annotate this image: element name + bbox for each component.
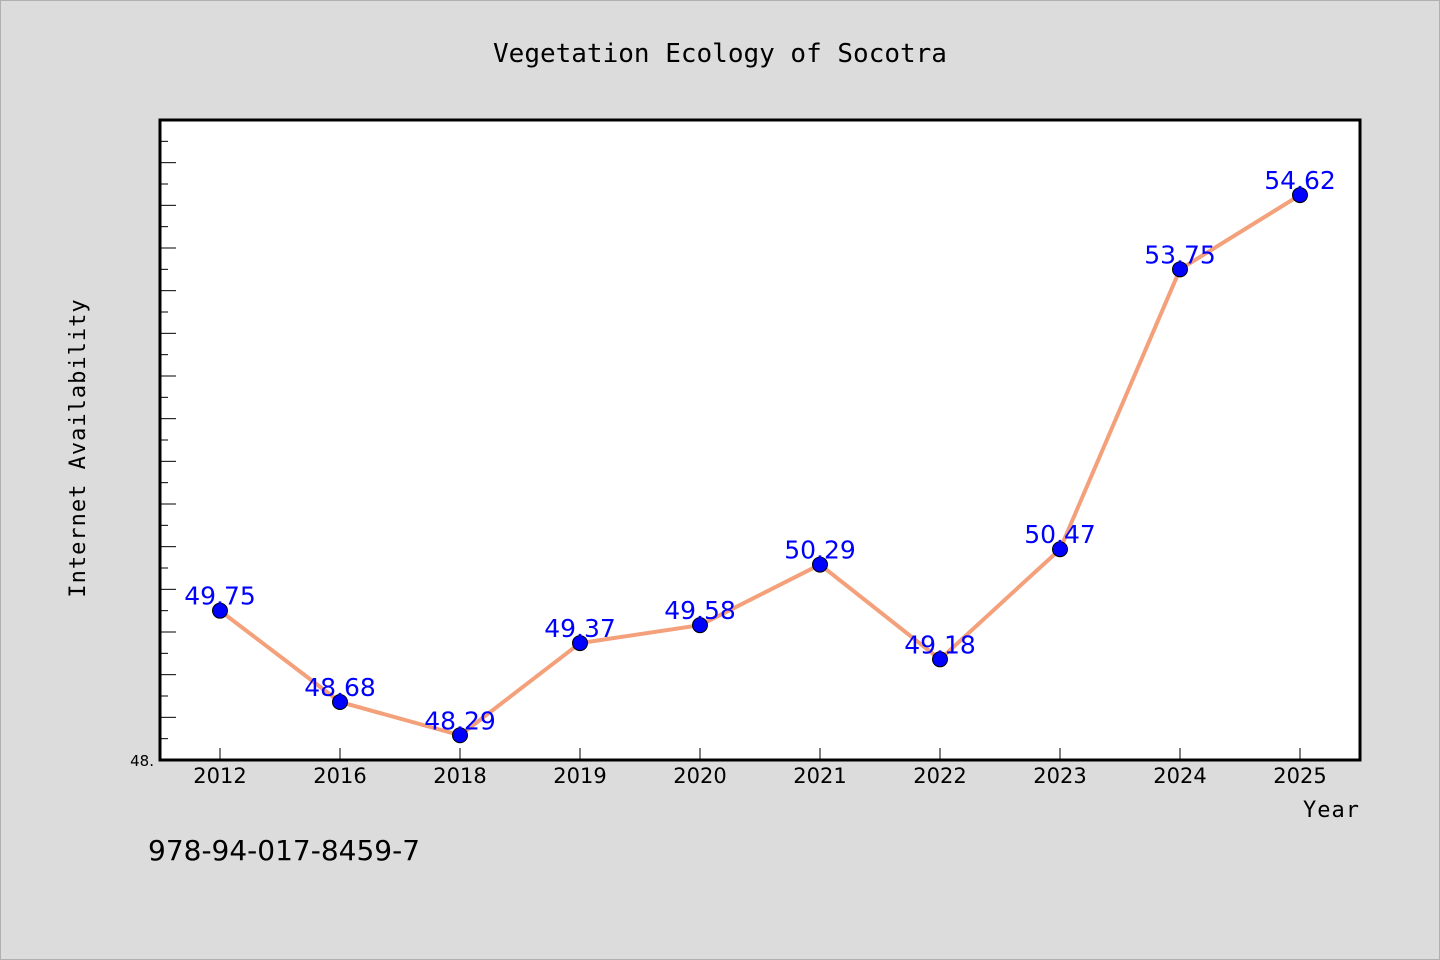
x-tick-label: 2012 xyxy=(193,764,246,788)
x-tick-label: 2020 xyxy=(673,764,726,788)
series-markers xyxy=(212,187,1308,744)
y-axis-min-label: 48. xyxy=(130,752,154,770)
x-tick-label: 2022 xyxy=(913,764,966,788)
data-label: 49.58 xyxy=(664,596,736,625)
data-label: 49.75 xyxy=(184,582,256,611)
data-point xyxy=(452,727,468,744)
x-tick-label: 2021 xyxy=(793,764,846,788)
data-label: 54.62 xyxy=(1264,166,1336,195)
data-label: 50.29 xyxy=(784,536,856,565)
data-labels: 49.75 48.68 48.29 49.37 49.58 50.29 49.18 50.47… xyxy=(184,166,1336,735)
y-axis-label: Internet Availability xyxy=(66,298,91,597)
x-tick-label: 2019 xyxy=(553,764,606,788)
data-label: 48.68 xyxy=(304,673,376,702)
data-point xyxy=(1172,261,1188,278)
data-point xyxy=(1292,187,1308,204)
data-point xyxy=(932,651,948,668)
x-axis-ticks xyxy=(219,748,1301,760)
x-tick-label: 2018 xyxy=(433,764,486,788)
data-label: 49.37 xyxy=(544,614,616,643)
x-tick-label: 2016 xyxy=(313,764,366,788)
data-point xyxy=(212,602,228,619)
data-point xyxy=(1052,541,1068,558)
chart-title: Vegetation Ecology of Socotra xyxy=(493,39,947,69)
plot-border xyxy=(158,118,1362,762)
x-tick-label: 2023 xyxy=(1033,764,1086,788)
series-line xyxy=(218,193,1302,738)
data-label: 50.47 xyxy=(1024,520,1096,549)
data-point xyxy=(572,635,588,652)
data-label: 48.29 xyxy=(424,706,496,735)
x-tick-label: 2025 xyxy=(1273,764,1326,788)
x-tick-label: 2024 xyxy=(1153,764,1206,788)
isbn-text: 978-94-017-8459-7 xyxy=(148,834,421,867)
data-point xyxy=(332,693,348,710)
data-label: 53.75 xyxy=(1144,240,1216,269)
data-point xyxy=(812,556,828,573)
x-axis-tick-labels: 2012 2016 2018 2019 2020 2021 2022 2023 2024 2025 xyxy=(193,764,1326,788)
x-axis-label: Year xyxy=(1303,798,1360,823)
data-label: 49.18 xyxy=(904,630,976,659)
data-point xyxy=(692,617,708,634)
plot-area xyxy=(160,120,1360,760)
